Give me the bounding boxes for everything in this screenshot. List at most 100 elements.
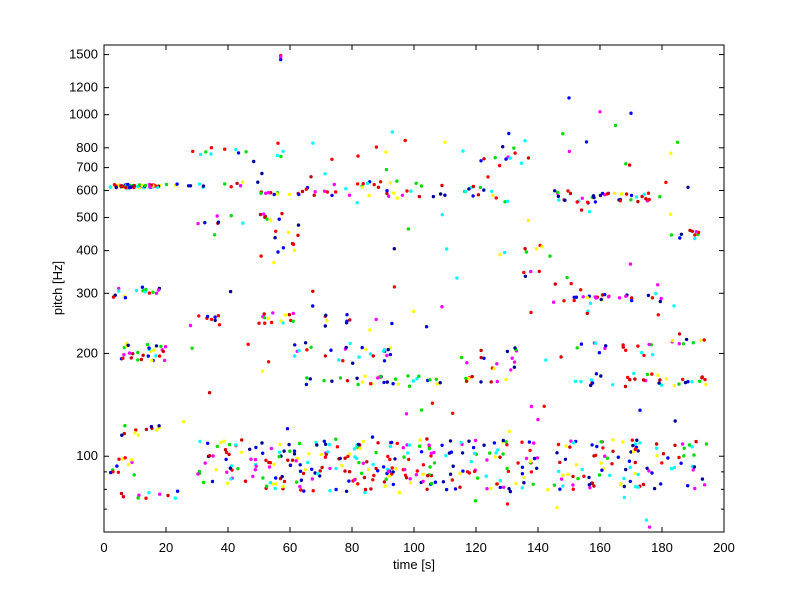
- data-point: [366, 467, 371, 472]
- data-point: [341, 359, 345, 363]
- data-point: [282, 479, 287, 484]
- data-point: [395, 441, 399, 446]
- data-point: [679, 461, 683, 465]
- data-point: [348, 318, 352, 322]
- data-point: [114, 185, 118, 190]
- data-point: [120, 184, 125, 188]
- data-point: [702, 483, 707, 487]
- data-point: [513, 151, 517, 155]
- data-point: [459, 355, 464, 360]
- data-point: [636, 485, 640, 489]
- data-point: [329, 348, 333, 352]
- data-point: [384, 477, 388, 481]
- data-point: [504, 440, 508, 444]
- data-point: [396, 382, 400, 386]
- data-point: [304, 382, 309, 387]
- data-point: [129, 356, 133, 360]
- data-point: [460, 451, 465, 455]
- data-point: [155, 428, 159, 432]
- data-point: [390, 321, 394, 326]
- data-point: [482, 188, 486, 192]
- data-point: [544, 358, 548, 362]
- data-point: [374, 450, 378, 455]
- data-point: [281, 149, 285, 153]
- data-point: [130, 460, 134, 464]
- data-point: [330, 193, 334, 198]
- data-point: [657, 381, 661, 385]
- data-point: [438, 381, 442, 385]
- data-point: [305, 348, 309, 352]
- data-point: [641, 378, 646, 382]
- data-point: [553, 282, 557, 286]
- data-point: [627, 163, 632, 167]
- data-point: [154, 291, 159, 295]
- data-point: [291, 242, 296, 247]
- data-point: [479, 380, 483, 384]
- data-point: [524, 456, 529, 461]
- data-point: [488, 451, 492, 455]
- data-point: [123, 424, 127, 428]
- data-point: [303, 467, 307, 472]
- data-point: [411, 379, 416, 383]
- data-point: [338, 456, 342, 461]
- data-point: [672, 465, 677, 470]
- data-point: [419, 184, 424, 188]
- data-point: [579, 288, 583, 292]
- data-point: [558, 487, 562, 491]
- data-point: [501, 145, 505, 149]
- data-point: [555, 506, 559, 510]
- data-point: [523, 139, 527, 143]
- data-point: [332, 182, 336, 187]
- data-point: [182, 420, 186, 424]
- data-point: [392, 191, 396, 195]
- data-point: [556, 194, 561, 199]
- data-point: [201, 184, 206, 188]
- data-point: [229, 214, 233, 218]
- data-point: [137, 493, 141, 497]
- data-point: [360, 345, 364, 350]
- data-point: [693, 233, 697, 237]
- data-point: [626, 375, 630, 380]
- x-tick-label: 160: [589, 540, 611, 555]
- data-point: [148, 185, 152, 189]
- data-point: [617, 296, 622, 300]
- data-point: [482, 443, 486, 447]
- data-point: [444, 487, 449, 492]
- data-point: [383, 484, 387, 488]
- data-point: [224, 457, 228, 462]
- data-point: [393, 377, 398, 381]
- data-point: [310, 467, 314, 471]
- data-point: [401, 446, 405, 450]
- data-point: [624, 348, 628, 352]
- data-point: [604, 344, 608, 348]
- data-point: [567, 96, 571, 100]
- data-point: [281, 246, 286, 250]
- data-point: [294, 459, 298, 463]
- data-point: [501, 452, 505, 456]
- data-point: [408, 477, 412, 481]
- data-point: [286, 230, 291, 235]
- data-point: [647, 197, 651, 202]
- data-point: [213, 315, 217, 319]
- data-point: [323, 455, 328, 459]
- data-point: [356, 382, 360, 387]
- data-point: [642, 192, 646, 196]
- data-point: [672, 383, 676, 388]
- data-point: [594, 341, 598, 345]
- data-point: [590, 443, 594, 447]
- data-point: [528, 448, 532, 453]
- data-point: [344, 187, 348, 191]
- data-point: [234, 443, 238, 447]
- data-point: [622, 484, 626, 489]
- data-point: [644, 197, 648, 201]
- x-tick-label: 120: [465, 540, 487, 555]
- data-point: [262, 312, 266, 316]
- data-point: [516, 461, 520, 465]
- data-point: [561, 473, 565, 477]
- data-point: [116, 470, 121, 474]
- data-point: [311, 304, 315, 308]
- data-point: [464, 376, 468, 381]
- data-point: [585, 200, 590, 204]
- data-point: [265, 217, 269, 221]
- data-point: [571, 474, 575, 479]
